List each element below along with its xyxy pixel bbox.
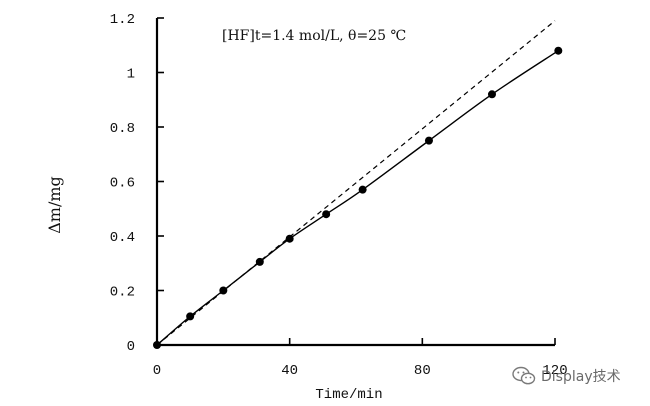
solid-series-line: [156, 50, 559, 346]
watermark: Display技术: [512, 366, 621, 386]
x-tick-label: 80: [414, 363, 431, 379]
chart-annotation: [HF]t=1.4 mol/L, θ=25 ℃: [222, 28, 406, 44]
data-point: [554, 46, 563, 55]
data-point: [487, 90, 496, 99]
y-tick-label: 1.2: [110, 12, 135, 28]
y-tick-label: 0.8: [110, 121, 135, 137]
y-tick-label: 0.6: [110, 176, 135, 192]
data-point: [358, 185, 367, 194]
y-axis-label: Δm/mg: [45, 176, 64, 234]
x-tick-label: 0: [153, 363, 161, 379]
ticks: 0 0.2 0.4 0.6 0.8 1 1.2 0 40 80 120: [110, 12, 568, 379]
x-tick-label: 40: [281, 363, 298, 379]
y-tick-label: 1: [127, 67, 135, 83]
wechat-icon: [512, 366, 536, 386]
x-axis-label: Time/min: [315, 387, 382, 403]
y-tick-label: 0.2: [110, 285, 135, 301]
dashed-reference-line: [156, 20, 556, 346]
series-layer: [153, 20, 563, 349]
y-tick-label: 0: [127, 339, 135, 355]
watermark-text: Display技术: [541, 369, 621, 385]
data-point: [424, 136, 433, 145]
data-point: [285, 234, 294, 243]
x-tick-label: 120: [542, 363, 567, 379]
data-point: [186, 312, 195, 321]
y-tick-label: 0.4: [110, 230, 135, 246]
data-point: [322, 210, 331, 219]
